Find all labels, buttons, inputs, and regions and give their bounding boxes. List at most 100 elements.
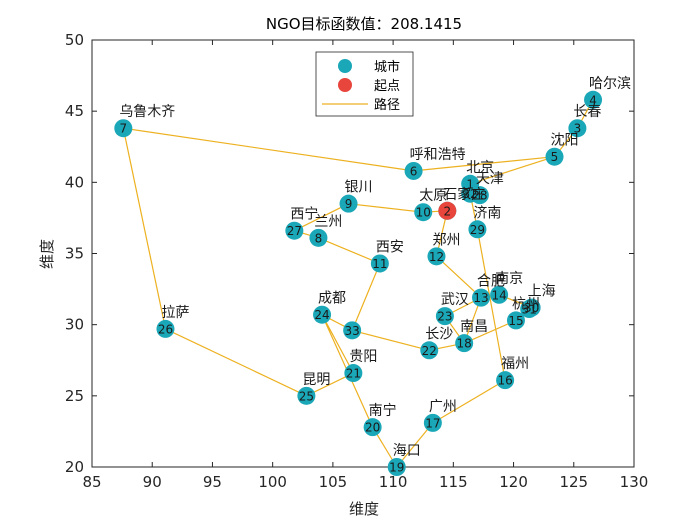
y-tick-label: 20	[65, 458, 84, 476]
x-tick-label: 120	[499, 473, 528, 491]
city-id-label: 13	[473, 291, 488, 305]
city-id-label: 14	[491, 288, 506, 302]
city-name-label: 南宁	[369, 402, 397, 419]
x-axis-label: 维度	[349, 500, 379, 518]
start-marker	[438, 201, 457, 220]
city-name-label: 昆明	[302, 372, 330, 388]
city-id-label: 23	[437, 310, 452, 324]
city-marker	[506, 311, 525, 330]
legend-marker	[338, 59, 352, 73]
city-id-label: 6	[410, 164, 418, 178]
city-marker	[496, 371, 515, 390]
city-marker	[363, 418, 382, 437]
city-marker	[427, 247, 446, 266]
city-name-label: 合肥	[477, 274, 505, 290]
city-id-label: 8	[315, 231, 323, 245]
city-id-label: 33	[345, 324, 360, 338]
city-id-label: 19	[389, 461, 404, 475]
city-id-label: 1	[466, 177, 474, 191]
y-tick-label: 45	[65, 102, 84, 120]
city-id-label: 11	[372, 257, 387, 271]
city-marker	[285, 221, 304, 240]
city-id-label: 10	[416, 206, 431, 220]
city-id-label: 9	[345, 197, 353, 211]
x-tick-label: 105	[319, 473, 348, 491]
city-marker	[156, 319, 175, 338]
city-id-label: 20	[365, 421, 380, 435]
city-name-label: 贵阳	[349, 349, 377, 365]
x-tick-label: 95	[203, 473, 222, 491]
x-tick-label: 115	[439, 473, 468, 491]
city-name-label: 杭州	[512, 296, 540, 312]
y-axis-label: 维度	[38, 239, 56, 269]
city-name-label: 石家庄	[443, 186, 485, 203]
y-tick-label: 35	[65, 245, 84, 263]
city-id-label: 25	[299, 389, 314, 403]
x-tick-label: 90	[143, 473, 162, 491]
city-id-label: 32	[463, 187, 478, 201]
city-marker	[387, 458, 406, 476]
city-name-label: 南昌	[460, 319, 488, 335]
city-id-label: 7	[119, 122, 127, 136]
city-marker	[313, 305, 332, 324]
city-name-label: 兰州	[314, 214, 342, 230]
city-marker	[114, 119, 133, 138]
legend-marker	[338, 78, 352, 92]
x-tick-label: 100	[258, 473, 287, 491]
city-marker	[568, 119, 587, 138]
city-id-label: 22	[422, 344, 437, 358]
city-marker	[520, 300, 539, 319]
city-id-label: 28	[472, 189, 487, 203]
city-marker	[461, 184, 480, 203]
city-name-label: 银川	[345, 180, 373, 196]
city-name-label: 西宁	[290, 206, 318, 223]
city-name-label: 哈尔滨	[589, 76, 631, 92]
city-marker	[343, 321, 362, 340]
chart-title: NGO目标函数值：208.1415	[266, 15, 462, 33]
city-marker	[545, 147, 564, 166]
city-name-label: 福州	[501, 356, 529, 372]
city-name-label: 北京	[466, 160, 494, 176]
city-marker	[370, 254, 389, 273]
city-id-label: 30	[524, 301, 539, 315]
city-id-label: 31	[522, 303, 537, 317]
city-name-label: 海口	[393, 443, 421, 459]
city-marker	[420, 341, 439, 360]
city-name-label: 长沙	[425, 326, 453, 342]
city-name-label: 西安	[376, 239, 404, 255]
city-name-label: 长春	[573, 104, 601, 120]
y-tick-label: 25	[65, 387, 84, 405]
city-marker	[472, 288, 491, 307]
city-marker	[468, 220, 487, 239]
city-name-label: 天津	[476, 171, 504, 187]
city-name-label: 南京	[495, 271, 523, 287]
x-tick-label: 110	[379, 473, 408, 491]
y-tick-label: 50	[65, 31, 84, 49]
city-id-label: 18	[457, 337, 472, 351]
city-marker	[404, 161, 423, 180]
city-id-label: 16	[497, 374, 512, 388]
city-id-label: 3	[574, 122, 582, 136]
city-id-label: 12	[429, 250, 444, 264]
city-marker	[490, 285, 509, 304]
legend-label: 城市	[374, 59, 400, 75]
city-id-label: 5	[551, 150, 559, 164]
city-id-label: 17	[425, 416, 440, 430]
city-marker	[423, 413, 442, 432]
city-marker	[339, 194, 358, 213]
city-marker	[584, 90, 603, 109]
legend-box	[315, 51, 414, 117]
x-tick-label: 85	[82, 473, 101, 491]
city-marker	[344, 364, 363, 383]
x-tick-label: 125	[559, 473, 588, 491]
city-id-label: 4	[589, 93, 597, 107]
city-name-label: 呼和浩特	[410, 147, 466, 163]
city-id-label: 26	[158, 322, 173, 336]
x-tick-label: 130	[620, 473, 649, 491]
city-marker	[435, 307, 454, 326]
city-name-label: 武汉	[441, 292, 469, 308]
city-id-label: 15	[508, 314, 523, 328]
legend-label: 起点	[374, 79, 400, 94]
